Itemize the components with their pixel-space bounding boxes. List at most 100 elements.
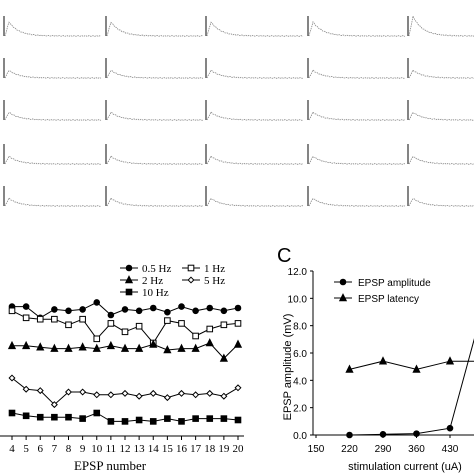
- panel-b-series: [7, 299, 243, 425]
- data-point: [8, 307, 16, 315]
- y-tick-label: 8.0: [293, 322, 307, 333]
- data-point: [220, 307, 228, 315]
- data-point: [205, 338, 214, 347]
- epsp-trace: [4, 112, 102, 121]
- y-tick-label: 4.0: [293, 376, 307, 387]
- data-point: [50, 401, 58, 409]
- x-tick-label: 7: [52, 443, 58, 455]
- legend-label: EPSP amplitude: [358, 278, 431, 289]
- data-point: [22, 314, 30, 322]
- data-point: [178, 418, 185, 425]
- x-tick-label: 5: [23, 443, 29, 455]
- x-tick-label: 11: [106, 443, 117, 455]
- data-point: [93, 335, 101, 343]
- epsp-trace: [308, 198, 406, 207]
- data-point: [92, 343, 101, 352]
- legend-marker: [187, 264, 195, 272]
- data-point: [64, 388, 73, 396]
- series-line: [11, 310, 239, 344]
- data-point: [192, 332, 199, 340]
- data-point: [192, 307, 199, 315]
- data-point: [65, 413, 72, 421]
- data-point: [22, 303, 30, 310]
- data-point: [79, 415, 86, 422]
- data-point: [445, 356, 455, 365]
- data-point: [220, 392, 228, 400]
- series-line: [349, 338, 474, 436]
- data-point: [79, 315, 86, 323]
- epsp-trace: [408, 14, 474, 37]
- panel-b-x-label: EPSP number: [74, 458, 147, 473]
- epsp-trace: [408, 198, 474, 207]
- x-tick-label: 290: [375, 444, 392, 455]
- data-point: [233, 339, 243, 348]
- data-point: [164, 308, 171, 316]
- panel-b-x-ticks: 4 5 6 7 8 9 10 11 12 13 14 15 16 17 18 19 20: [9, 436, 244, 455]
- data-point: [135, 343, 144, 352]
- legend-marker: [339, 278, 347, 286]
- epsp-trace: [4, 70, 102, 79]
- legend-marker: [125, 264, 133, 272]
- data-point: [51, 306, 58, 313]
- data-point: [164, 415, 171, 422]
- data-point: [412, 364, 421, 373]
- data-point: [64, 343, 73, 352]
- x-tick-label: 4: [9, 443, 15, 455]
- data-point: [107, 320, 115, 327]
- y-tick-label: 2.0: [293, 404, 307, 415]
- data-point: [178, 303, 185, 310]
- data-point: [121, 306, 129, 313]
- panel-c-letter: C: [277, 245, 291, 267]
- data-point: [220, 415, 228, 422]
- data-point: [346, 431, 353, 439]
- epsp-trace: [308, 21, 406, 37]
- epsp-trace: [106, 155, 204, 165]
- panel-a-trace-grid: [3, 14, 474, 207]
- legend-marker: [125, 288, 133, 296]
- epsp-trace: [4, 21, 102, 37]
- data-point: [192, 415, 199, 422]
- data-point: [206, 304, 214, 312]
- data-point: [51, 413, 58, 421]
- legend-label: EPSP latency: [358, 294, 419, 305]
- data-point: [36, 315, 44, 323]
- series-line: [349, 360, 474, 370]
- data-point: [79, 388, 87, 396]
- data-point: [50, 343, 59, 352]
- data-point: [220, 321, 228, 329]
- data-point: [149, 339, 158, 348]
- data-point: [149, 418, 157, 425]
- data-point: [107, 391, 115, 399]
- data-point: [107, 311, 115, 319]
- data-point: [93, 409, 101, 417]
- data-point: [51, 315, 58, 323]
- legend-label: 5 Hz: [204, 275, 225, 287]
- x-tick-label: 12: [120, 443, 131, 455]
- legend-marker: [124, 275, 134, 284]
- data-point: [149, 304, 157, 312]
- data-point: [135, 416, 143, 424]
- data-point: [345, 364, 354, 373]
- data-point: [107, 418, 115, 425]
- data-point: [206, 325, 214, 333]
- data-point: [135, 392, 143, 400]
- x-tick-label: 150: [308, 444, 325, 455]
- data-point: [163, 345, 172, 354]
- y-tick-label: 10.0: [288, 294, 308, 305]
- data-point: [446, 424, 454, 432]
- data-point: [219, 353, 228, 362]
- epsp-trace: [206, 21, 304, 37]
- x-tick-label: 10: [91, 443, 103, 455]
- data-point: [22, 412, 30, 420]
- data-point: [149, 389, 157, 397]
- data-point: [65, 321, 72, 329]
- data-point: [121, 389, 129, 397]
- x-tick-label: 20: [233, 443, 245, 455]
- legend-marker: [338, 293, 348, 302]
- panel-b-chart: 0.5 Hz 1 Hz 2 Hz 5 Hz 10 Hz 4 5 6 7 8 9 10 11 12 13 14…: [0, 263, 244, 473]
- data-point: [206, 415, 214, 422]
- epsp-trace: [308, 111, 406, 121]
- epsp-trace: [106, 111, 204, 121]
- data-point: [121, 418, 129, 425]
- legend-label: 10 Hz: [142, 287, 169, 299]
